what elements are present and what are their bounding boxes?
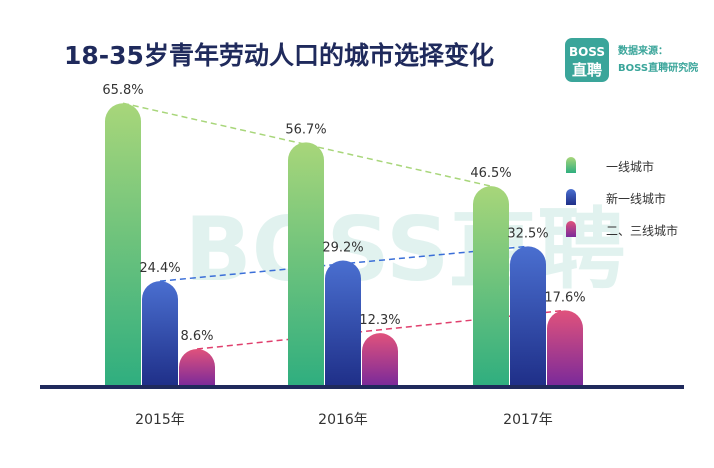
x-tick-label: 2017年 xyxy=(503,412,553,428)
legend-swatch xyxy=(566,221,576,237)
x-tick-label: 2015年 xyxy=(135,412,185,428)
legend-swatch xyxy=(566,157,576,173)
logo-background xyxy=(565,38,609,82)
trend-line xyxy=(196,309,566,350)
data-label: 56.7% xyxy=(285,122,326,137)
data-label: 24.4% xyxy=(139,261,180,276)
bar xyxy=(510,246,546,386)
legend-label: 一线城市 xyxy=(606,159,654,174)
data-label: 32.5% xyxy=(507,226,548,241)
legend-label: 二、三线城市 xyxy=(606,223,678,238)
data-label: 8.6% xyxy=(180,329,213,344)
source-line1: 数据来源： xyxy=(618,44,668,57)
logo-line2: 直聘 xyxy=(572,61,602,79)
data-label: 17.6% xyxy=(544,290,585,305)
logo-line1: BOSS xyxy=(569,45,605,59)
source-line2: BOSS直聘研究院 xyxy=(618,61,698,74)
data-label: 29.2% xyxy=(322,241,363,256)
legend-swatch xyxy=(566,189,576,205)
watermark-text: BOSS直聘 xyxy=(185,198,626,301)
data-label: 46.5% xyxy=(470,166,511,181)
trend-line xyxy=(122,102,492,187)
x-axis-line xyxy=(40,385,684,389)
bar xyxy=(547,310,583,386)
bar xyxy=(288,142,324,386)
data-label: 12.3% xyxy=(359,313,400,328)
value-labels: 65.8% 56.7% 46.5% 24.4% 29.2% 32.5% 8.6% 12.3% 1… xyxy=(102,83,585,344)
legend-label: 新一线城市 xyxy=(606,191,666,206)
x-tick-label: 2016年 xyxy=(318,412,368,428)
data-label: 65.8% xyxy=(102,83,143,98)
x-axis-tick-labels: 2015年 2016年 2017年 xyxy=(135,412,553,428)
bar xyxy=(325,260,361,386)
bar xyxy=(179,349,215,386)
bar xyxy=(362,333,398,386)
bars xyxy=(105,103,583,387)
chart-title: 18-35岁青年劳动人口的城市选择变化 xyxy=(64,41,494,70)
bar xyxy=(473,186,509,386)
bar xyxy=(142,281,178,386)
boss-logo: BOSS 直聘 xyxy=(565,38,609,82)
bar xyxy=(105,103,141,387)
